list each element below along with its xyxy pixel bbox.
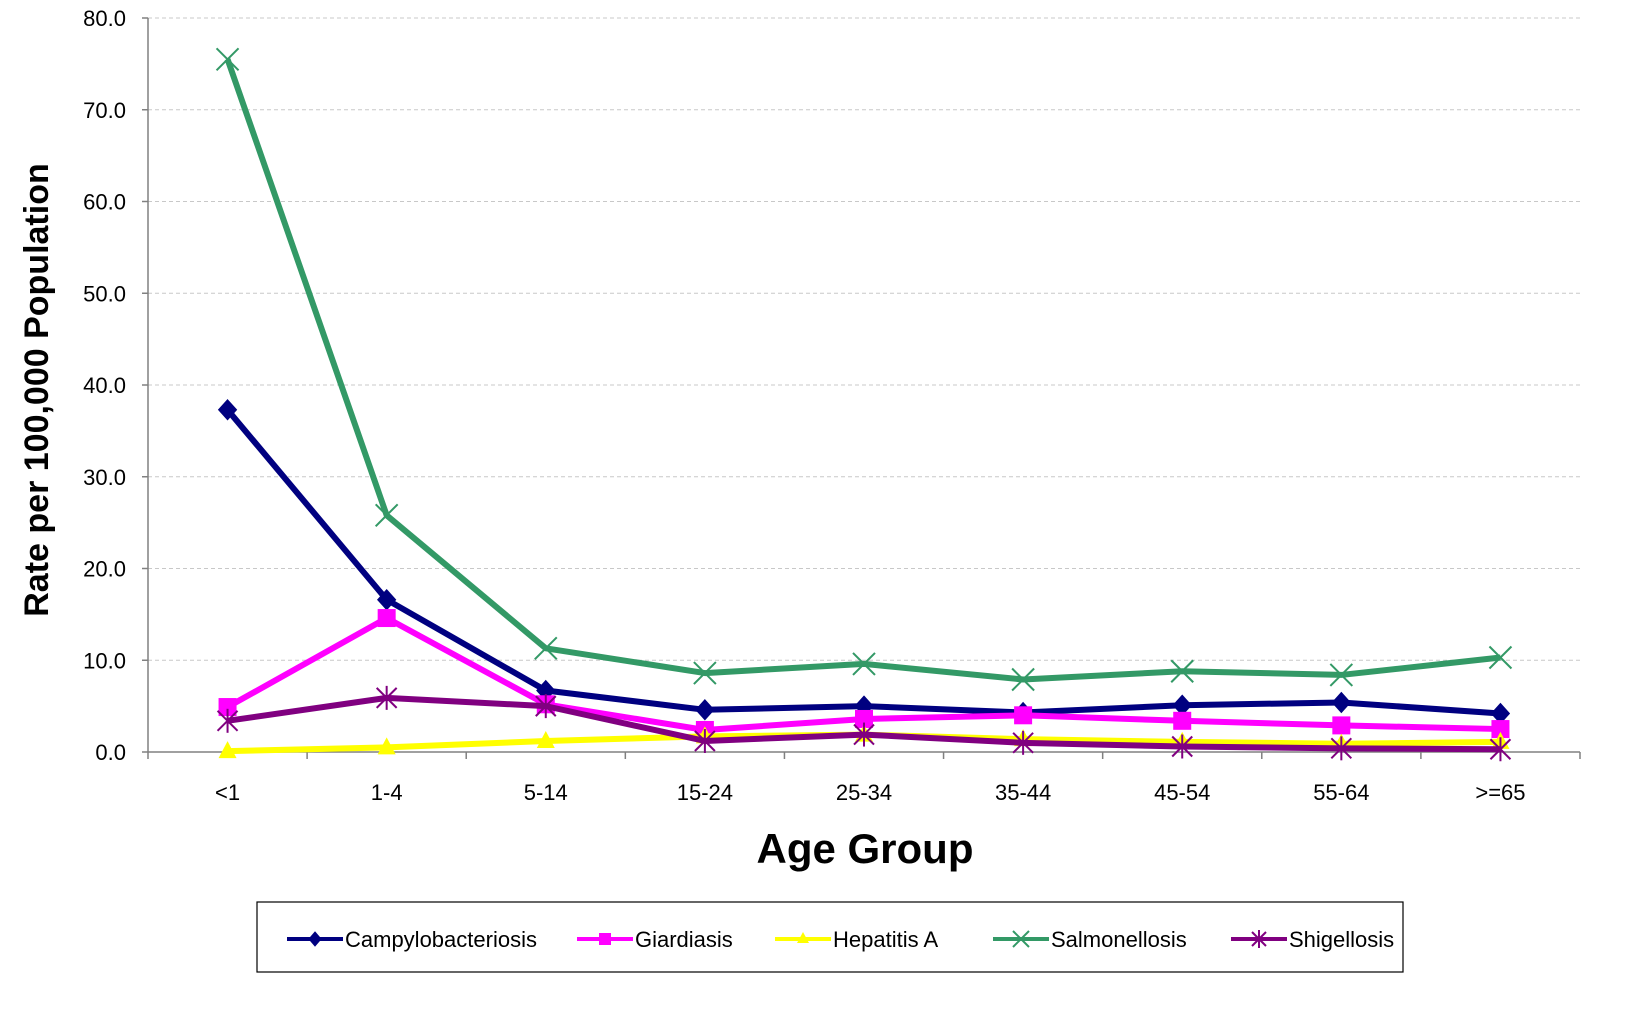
- y-axis-title: Rate per 100,000 Population: [18, 163, 56, 617]
- y-tick-label: 30.0: [83, 465, 126, 490]
- gridlines: [148, 17, 1580, 661]
- y-tick-label: 40.0: [83, 373, 126, 398]
- data-point: [1012, 930, 1030, 948]
- legend-item: Campylobacteriosis: [287, 927, 537, 952]
- legend-item: Hepatitis A: [775, 927, 938, 952]
- data-point: [797, 932, 809, 943]
- x-tick-label: 1-4: [371, 780, 403, 805]
- x-tick-label: <1: [215, 780, 240, 805]
- x-tick-label: 55-64: [1313, 780, 1369, 805]
- legend-item: Shigellosis: [1231, 927, 1394, 952]
- y-tick-label: 50.0: [83, 281, 126, 306]
- legend-item: Salmonellosis: [993, 927, 1187, 952]
- legend-label: Salmonellosis: [1051, 927, 1187, 952]
- y-tick-label: 0.0: [95, 740, 126, 765]
- legend-label: Giardiasis: [635, 927, 733, 952]
- data-point: [375, 685, 398, 710]
- data-point: [215, 47, 240, 71]
- series-lines: [215, 47, 1513, 762]
- data-point: [217, 399, 238, 421]
- data-point: [1491, 720, 1510, 739]
- data-point: [1012, 730, 1034, 755]
- y-tick-label: 10.0: [83, 648, 126, 673]
- data-point: [216, 708, 239, 733]
- data-point: [308, 931, 322, 947]
- data-point: [534, 636, 558, 661]
- data-point: [1170, 659, 1194, 683]
- data-point: [694, 728, 716, 753]
- x-tick-label: 15-24: [677, 780, 733, 805]
- data-point: [1489, 737, 1512, 762]
- data-point: [535, 694, 557, 719]
- y-tick-label: 60.0: [83, 190, 126, 215]
- x-tick-label: 25-34: [836, 780, 892, 805]
- x-tick-label: 35-44: [995, 780, 1051, 805]
- data-point: [1332, 716, 1351, 735]
- data-point: [377, 737, 396, 755]
- legend-label: Shigellosis: [1289, 927, 1394, 952]
- data-point: [377, 609, 396, 628]
- data-point: [599, 933, 611, 945]
- data-point: [1171, 734, 1193, 759]
- series-line: [225, 407, 1501, 717]
- y-tick-labels: 0.0 10.0 20.0 30.0 40.0 50.0 60.0 70.0 80.0: [83, 6, 126, 765]
- data-point: [536, 730, 555, 748]
- series-salmonellosis: [215, 47, 1513, 692]
- legend-label: Hepatitis A: [833, 927, 938, 952]
- data-point: [693, 661, 717, 685]
- data-point: [1011, 667, 1035, 692]
- x-tick-label: 45-54: [1154, 780, 1210, 805]
- data-point: [855, 709, 873, 728]
- x-axis-title: Age Group: [757, 825, 974, 872]
- data-point: [852, 652, 876, 676]
- data-point: [218, 741, 237, 759]
- data-point: [1014, 706, 1033, 725]
- legend: Campylobacteriosis Giardiasis Hepatitis A S…: [256, 901, 1404, 973]
- y-tick-label: 70.0: [83, 98, 126, 123]
- data-point: [853, 722, 875, 747]
- x-tick-label: >=65: [1475, 780, 1525, 805]
- data-point: [218, 698, 237, 717]
- axes: [142, 17, 1581, 759]
- y-tick-label: 20.0: [83, 557, 126, 582]
- series-line: [224, 58, 1501, 683]
- data-point: [1329, 663, 1354, 687]
- y-tick-label: 80.0: [83, 6, 126, 31]
- data-point: [1488, 645, 1513, 670]
- data-point: [1330, 736, 1353, 761]
- legend-item: Giardiasis: [577, 927, 733, 952]
- data-point: [374, 503, 399, 527]
- data-point: [1251, 930, 1267, 948]
- data-point: [1331, 691, 1352, 714]
- data-point: [695, 699, 715, 721]
- data-point: [1173, 711, 1192, 730]
- x-tick-labels: <1 1-4 5-14 15-24 25-34 35-44 45-54 55-64 >=65: [215, 780, 1526, 805]
- legend-label: Campylobacteriosis: [345, 927, 537, 952]
- x-tick-label: 5-14: [524, 780, 568, 805]
- series-shigellosis: [216, 685, 1512, 762]
